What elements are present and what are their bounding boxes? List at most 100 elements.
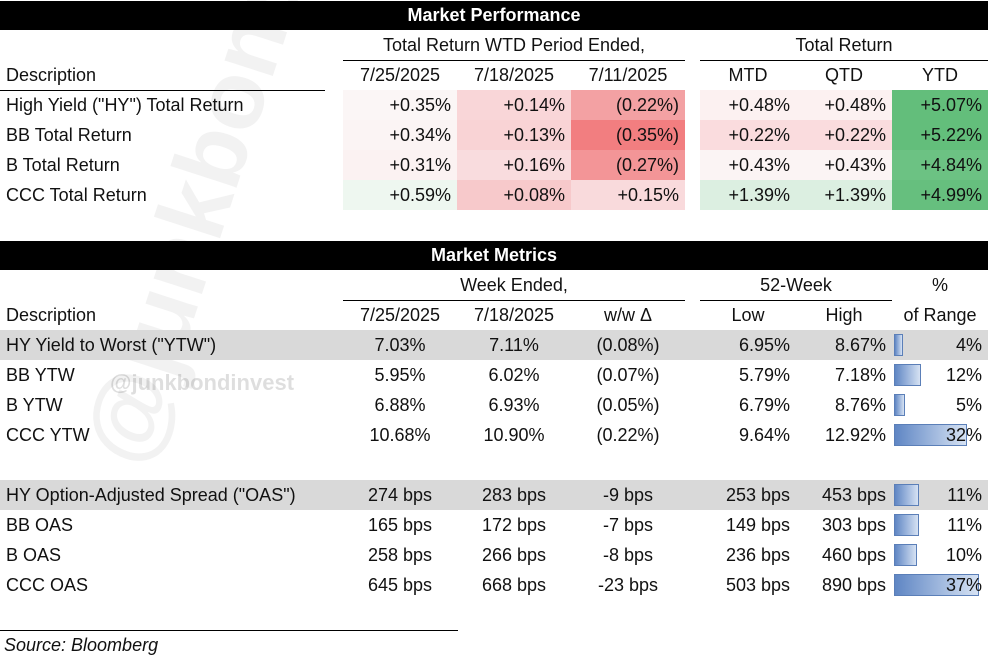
performance-col-header: YTD xyxy=(922,65,958,85)
range-bar xyxy=(894,424,967,446)
range-pct-label: 4% xyxy=(955,335,982,355)
performance-cell: +0.22% xyxy=(796,120,892,150)
performance-col-header: MTD xyxy=(728,65,768,85)
range-cell: 4% xyxy=(892,330,988,360)
performance-col-header: 7/18/2025 xyxy=(473,65,555,85)
performance-col-description: Description xyxy=(6,65,97,85)
performance-col-header: QTD xyxy=(825,65,863,85)
metrics-cell: 503 bps xyxy=(725,575,790,595)
metrics-row-label: B OAS xyxy=(6,545,62,565)
metrics-cell: 7.11% xyxy=(489,335,539,355)
performance-cell: +1.39% xyxy=(700,180,796,210)
metrics-cell: 668 bps xyxy=(481,575,547,595)
metrics-row-label: CCC OAS xyxy=(6,575,89,595)
metrics-cell: 10.68% xyxy=(369,425,431,445)
range-pct-label: 32% xyxy=(945,425,982,445)
metrics-cell: 12.92% xyxy=(824,425,886,445)
range-cell: 11% xyxy=(892,510,988,540)
performance-group-total-rule xyxy=(700,60,988,61)
performance-cell: +0.48% xyxy=(796,90,892,120)
metrics-cell: 7.18% xyxy=(834,365,886,385)
metrics-row-highlight xyxy=(0,480,988,510)
metrics-cell: 172 bps xyxy=(481,515,547,535)
metrics-cell: 165 bps xyxy=(367,515,433,535)
metrics-row-highlight xyxy=(0,330,988,360)
range-pct-label: 12% xyxy=(945,365,982,385)
metrics-cell: -9 bps xyxy=(602,485,654,505)
metrics-col-header: 7/18/2025 xyxy=(473,305,555,325)
metrics-row-label: B YTW xyxy=(6,395,63,415)
range-bar xyxy=(894,514,919,536)
metrics-col-header: High xyxy=(825,305,863,325)
performance-cell: +5.22% xyxy=(892,120,988,150)
range-bar xyxy=(894,364,921,386)
metrics-cell: 890 bps xyxy=(821,575,886,595)
performance-cell: +0.08% xyxy=(457,180,571,210)
metrics-group-52week-rule xyxy=(700,300,892,301)
performance-col-header: 7/11/2025 xyxy=(588,65,668,85)
metrics-cell: 8.67% xyxy=(834,335,886,355)
range-pct-label: 10% xyxy=(945,545,982,565)
metrics-cell: 6.02% xyxy=(488,365,540,385)
metrics-cell: 6.93% xyxy=(488,395,540,415)
metrics-cell: 6.79% xyxy=(738,395,790,415)
metrics-cell: 6.88% xyxy=(374,395,426,415)
metrics-cell: 253 bps xyxy=(725,485,790,505)
metrics-row-label: CCC YTW xyxy=(6,425,90,445)
metrics-col-header: of Range xyxy=(903,305,977,325)
range-bar xyxy=(894,394,905,416)
performance-cell: +0.43% xyxy=(700,150,796,180)
performance-cell: (0.22%) xyxy=(571,90,685,120)
range-pct-label: 11% xyxy=(947,485,982,505)
performance-cell: +5.07% xyxy=(892,90,988,120)
performance-row-label: B Total Return xyxy=(6,155,120,175)
range-cell: 11% xyxy=(892,480,988,510)
metrics-cell: (0.22%) xyxy=(596,425,660,445)
metrics-cell: -8 bps xyxy=(602,545,654,565)
metrics-cell: 303 bps xyxy=(821,515,886,535)
performance-cell: (0.35%) xyxy=(571,120,685,150)
performance-cell: +0.59% xyxy=(343,180,457,210)
range-pct-label: 37% xyxy=(945,575,982,595)
metrics-cell: -23 bps xyxy=(597,575,659,595)
metrics-cell: (0.08%) xyxy=(596,335,660,355)
metrics-cell: 258 bps xyxy=(367,545,433,565)
performance-cell: +0.13% xyxy=(457,120,571,150)
metrics-group-week: Week Ended, xyxy=(460,275,568,295)
metrics-cell: 5.79% xyxy=(738,365,790,385)
performance-group-wtd-rule xyxy=(343,60,685,61)
metrics-cell: 8.76% xyxy=(834,395,886,415)
metrics-col-header: Low xyxy=(731,305,765,325)
performance-group-total: Total Return xyxy=(795,35,893,55)
performance-cell: (0.27%) xyxy=(571,150,685,180)
metrics-cell: 266 bps xyxy=(481,545,547,565)
range-bar xyxy=(894,544,917,566)
metrics-row-label: HY Yield to Worst ("YTW") xyxy=(6,335,217,355)
performance-cell: +0.48% xyxy=(700,90,796,120)
metrics-row-label: HY Option-Adjusted Spread ("OAS") xyxy=(6,485,296,505)
range-cell: 12% xyxy=(892,360,988,390)
source-rule xyxy=(0,630,458,631)
range-pct-label: 5% xyxy=(955,395,982,415)
metrics-cell: 460 bps xyxy=(821,545,886,565)
source-note: Source: Bloomberg xyxy=(4,635,159,655)
performance-cell: +1.39% xyxy=(796,180,892,210)
metrics-row-label: BB OAS xyxy=(6,515,74,535)
range-bar xyxy=(894,484,919,506)
range-cell: 5% xyxy=(892,390,988,420)
range-bar xyxy=(894,334,903,356)
performance-cell: +0.34% xyxy=(343,120,457,150)
metrics-col-header: 7/25/2025 xyxy=(359,305,441,325)
range-pct-label: 11% xyxy=(947,515,982,535)
performance-cell: +0.43% xyxy=(796,150,892,180)
metrics-cell: -7 bps xyxy=(602,515,654,535)
performance-cell: +0.14% xyxy=(457,90,571,120)
metrics-cell: 7.03% xyxy=(374,335,426,355)
metrics-col-header: w/w Δ xyxy=(603,305,653,325)
metrics-group-pct: % xyxy=(931,275,948,295)
performance-cell: +0.22% xyxy=(700,120,796,150)
range-bar xyxy=(894,574,979,596)
metrics-cell: (0.07%) xyxy=(596,365,660,385)
performance-cell: +4.99% xyxy=(892,180,988,210)
performance-cell: +0.15% xyxy=(571,180,685,210)
